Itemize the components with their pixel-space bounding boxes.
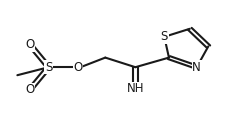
Text: NH: NH [127, 82, 144, 95]
Text: O: O [74, 61, 83, 74]
Text: S: S [45, 61, 52, 74]
Text: O: O [26, 83, 35, 96]
Text: N: N [192, 61, 201, 74]
Text: O: O [26, 38, 35, 51]
Text: S: S [161, 30, 168, 43]
